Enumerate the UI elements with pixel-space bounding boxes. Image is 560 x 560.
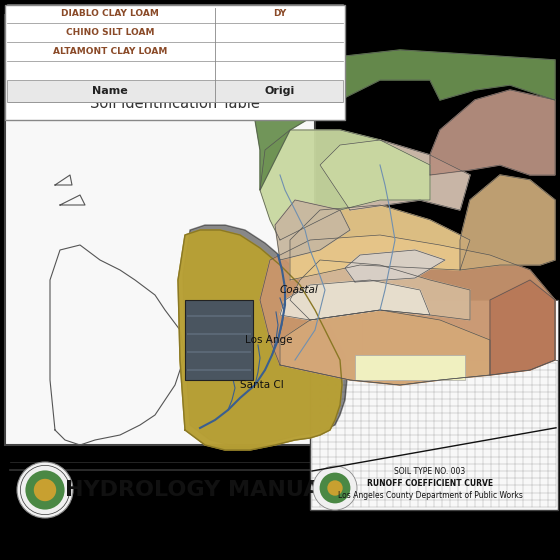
Polygon shape xyxy=(178,230,342,450)
Polygon shape xyxy=(430,90,555,175)
Bar xyxy=(310,300,558,510)
Polygon shape xyxy=(260,235,555,385)
Text: Name: Name xyxy=(92,86,128,96)
Circle shape xyxy=(320,473,351,503)
Circle shape xyxy=(34,479,56,501)
Polygon shape xyxy=(320,140,470,210)
Polygon shape xyxy=(460,175,555,270)
Text: Soil Identification Table: Soil Identification Table xyxy=(90,96,260,110)
Polygon shape xyxy=(183,225,347,445)
Text: CHINO SILT LOAM: CHINO SILT LOAM xyxy=(66,28,154,37)
Text: Coastal: Coastal xyxy=(280,285,319,295)
Text: Santa Cl: Santa Cl xyxy=(240,380,284,390)
Bar xyxy=(310,300,558,360)
Bar xyxy=(355,355,465,380)
Polygon shape xyxy=(275,200,350,260)
Bar xyxy=(5,15,315,445)
Circle shape xyxy=(327,480,343,496)
Polygon shape xyxy=(280,280,430,320)
Bar xyxy=(7,80,343,102)
Bar xyxy=(5,5,345,120)
Text: ALTAMONT CLAY LOAM: ALTAMONT CLAY LOAM xyxy=(53,47,167,56)
Bar xyxy=(185,300,253,380)
Text: Los Ange: Los Ange xyxy=(245,335,292,345)
Text: Origi: Origi xyxy=(265,86,295,96)
Polygon shape xyxy=(345,250,445,282)
Polygon shape xyxy=(490,280,555,375)
Text: SOIL TYPE NO. 003: SOIL TYPE NO. 003 xyxy=(394,468,465,477)
Polygon shape xyxy=(260,130,430,240)
Text: Los Angeles Co...: Los Angeles Co... xyxy=(123,44,188,53)
Polygon shape xyxy=(290,205,470,280)
Text: RUNOFF COEFFICIENT CURVE: RUNOFF COEFFICIENT CURVE xyxy=(367,478,493,488)
Circle shape xyxy=(17,462,73,518)
Polygon shape xyxy=(255,50,555,190)
Text: Los Angeles County Department of Public Works: Los Angeles County Department of Public … xyxy=(338,492,522,501)
Polygon shape xyxy=(290,260,470,320)
Text: DIABLO CLAY LOAM: DIABLO CLAY LOAM xyxy=(61,9,159,18)
Circle shape xyxy=(25,470,64,510)
Circle shape xyxy=(313,466,357,510)
Text: HYDROLOGY MANUAL: HYDROLOGY MANUAL xyxy=(65,480,335,500)
Polygon shape xyxy=(280,310,490,385)
Text: DY: DY xyxy=(273,9,287,18)
